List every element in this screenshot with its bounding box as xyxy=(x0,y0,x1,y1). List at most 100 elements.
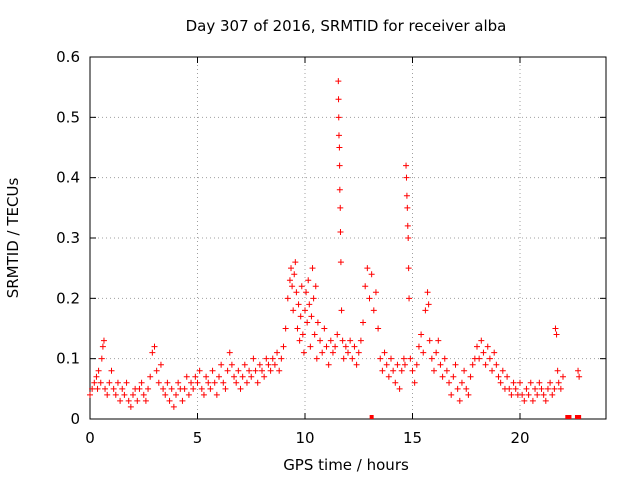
data-point xyxy=(170,403,177,410)
data-point xyxy=(340,355,347,362)
data-point xyxy=(353,361,360,368)
data-point xyxy=(335,96,342,103)
data-point xyxy=(93,373,100,380)
data-point xyxy=(437,361,444,368)
data-point xyxy=(297,313,304,320)
data-point xyxy=(375,325,382,332)
data-point xyxy=(337,259,344,266)
data-point xyxy=(424,289,431,296)
grid xyxy=(90,57,606,419)
data-point xyxy=(338,307,345,314)
data-point xyxy=(404,222,411,229)
data-point xyxy=(406,295,413,302)
data-point xyxy=(181,385,188,392)
data-point xyxy=(233,379,240,386)
data-point xyxy=(347,337,354,344)
data-point xyxy=(335,132,342,139)
data-point xyxy=(443,367,450,374)
data-point xyxy=(409,367,416,374)
baseline-marker xyxy=(574,415,579,419)
data-point xyxy=(337,228,344,235)
data-point xyxy=(269,355,276,362)
data-point xyxy=(538,385,545,392)
data-point xyxy=(117,397,124,404)
data-point xyxy=(309,265,316,272)
data-point xyxy=(185,391,192,398)
data-point xyxy=(274,349,281,356)
data-point xyxy=(218,361,225,368)
data-point xyxy=(220,379,227,386)
y-axis-label: SRMTID / TECUs xyxy=(4,178,22,299)
data-point xyxy=(405,265,412,272)
data-point xyxy=(325,361,332,368)
data-point xyxy=(553,331,560,338)
data-point xyxy=(296,337,303,344)
data-point xyxy=(203,373,210,380)
data-point xyxy=(222,385,229,392)
data-point xyxy=(106,379,113,386)
data-point xyxy=(510,379,517,386)
x-tick-label: 10 xyxy=(295,429,314,447)
data-point xyxy=(294,325,301,332)
data-point xyxy=(231,373,238,380)
data-point xyxy=(173,391,179,398)
data-point xyxy=(319,349,326,356)
data-point xyxy=(300,349,307,356)
data-point xyxy=(555,379,562,386)
data-point xyxy=(216,373,222,380)
data-point xyxy=(305,277,312,284)
data-point xyxy=(102,385,109,392)
data-point xyxy=(482,361,489,368)
data-point xyxy=(411,379,418,386)
data-point xyxy=(226,349,233,356)
data-point xyxy=(544,385,551,392)
data-point xyxy=(168,385,175,392)
data-point xyxy=(335,78,342,85)
data-point xyxy=(235,367,242,374)
data-point xyxy=(335,114,342,121)
data-point xyxy=(196,367,203,374)
data-point xyxy=(372,289,379,296)
data-point xyxy=(493,361,500,368)
data-point xyxy=(110,385,117,392)
x-tick-label: 0 xyxy=(85,429,95,447)
data-point xyxy=(448,391,455,398)
data-point xyxy=(308,313,315,320)
data-point xyxy=(512,385,519,392)
data-point xyxy=(433,349,440,356)
data-point xyxy=(377,355,384,362)
data-point xyxy=(313,355,320,362)
data-point xyxy=(213,391,220,398)
data-point xyxy=(467,373,474,380)
data-point xyxy=(108,367,115,374)
data-point xyxy=(499,367,506,374)
data-points xyxy=(87,78,583,419)
data-point xyxy=(190,385,197,392)
y-tick-label: 0.4 xyxy=(56,169,80,187)
data-point xyxy=(207,385,214,392)
data-point xyxy=(99,343,106,350)
data-point xyxy=(469,361,476,368)
data-point xyxy=(179,397,186,404)
data-point xyxy=(557,385,564,392)
data-point xyxy=(458,379,465,386)
x-tick-label: 5 xyxy=(193,429,203,447)
data-point xyxy=(508,391,515,398)
data-point xyxy=(142,397,149,404)
data-point xyxy=(276,367,283,374)
data-point xyxy=(138,379,145,386)
y-tick-label: 0.5 xyxy=(56,108,80,126)
data-point xyxy=(91,379,98,386)
data-point xyxy=(243,379,250,386)
data-point xyxy=(153,367,160,374)
data-point xyxy=(405,235,412,241)
x-tick-label: 15 xyxy=(403,429,422,447)
data-point xyxy=(439,373,446,380)
data-point xyxy=(224,367,231,374)
data-point xyxy=(254,379,261,386)
data-point xyxy=(476,355,483,362)
data-point xyxy=(145,385,152,392)
data-point xyxy=(200,391,207,398)
data-point xyxy=(403,162,410,169)
data-point xyxy=(166,397,173,404)
